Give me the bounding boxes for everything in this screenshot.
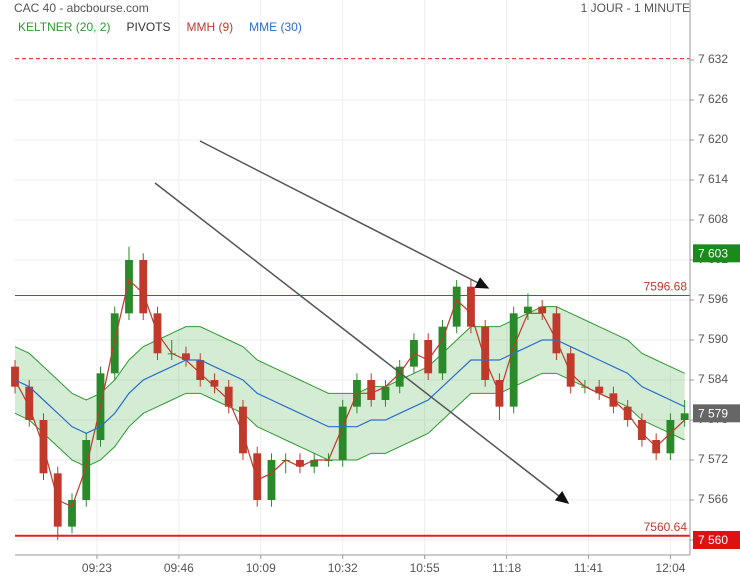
x-tick-label: 10:32: [328, 561, 358, 575]
x-tick-label: 12:04: [655, 561, 685, 575]
candle-body: [481, 326, 490, 380]
candle-body: [125, 260, 133, 314]
price-tag-label: 7 603: [698, 247, 728, 261]
candle-body: [566, 353, 575, 387]
y-tick-label: 7 572: [698, 452, 728, 466]
price-tag: [693, 531, 740, 549]
y-tick-label: 7 584: [698, 372, 728, 386]
y-tick-label: 7 632: [698, 52, 728, 66]
candle-body: [381, 386, 390, 400]
candle-body: [395, 366, 404, 387]
candle-body: [11, 366, 19, 387]
x-tick-label: 11:41: [574, 561, 603, 575]
trend-arrow: [154, 182, 570, 504]
y-tick-label: 7 566: [698, 492, 728, 506]
candle-body: [538, 306, 547, 314]
period-label: 1 JOUR - 1 MINUTE: [581, 1, 690, 15]
candle-body: [438, 326, 447, 374]
price-tag: [693, 244, 740, 263]
candle-body: [452, 286, 461, 327]
candle-body: [666, 420, 675, 454]
candle-body: [509, 313, 518, 407]
y-tick-label: 7 608: [698, 212, 728, 226]
candle-body: [224, 386, 233, 407]
pivot-label: 7596.68: [644, 280, 688, 294]
legend-entry: MMH (9): [187, 20, 234, 34]
candle-body: [239, 406, 247, 454]
candle-body: [637, 420, 646, 440]
candle-body: [595, 386, 604, 394]
candle-body: [68, 500, 76, 527]
candle-body: [267, 460, 276, 500]
candle-body: [367, 380, 376, 400]
chart-title: CAC 40 - abcbourse.com: [14, 1, 149, 15]
x-tick-label: 09:23: [82, 561, 112, 575]
mmh-line: [14, 278, 686, 508]
candle-body: [110, 313, 119, 374]
x-tick-label: 10:55: [410, 561, 440, 575]
legend-entry: PIVOTS: [126, 20, 170, 34]
x-tick-label: 11:18: [492, 561, 521, 575]
candle-body: [196, 360, 205, 380]
x-tick-label: 10:09: [246, 561, 276, 575]
trend-arrow: [199, 140, 490, 289]
candle-body: [253, 453, 262, 500]
legend-entry: KELTNER (20, 2): [18, 20, 110, 34]
legend-entry: MME (30): [249, 20, 302, 34]
candle-body: [82, 440, 91, 500]
mme-line: [14, 339, 685, 434]
candle-body: [524, 306, 532, 314]
candle-body: [552, 313, 561, 354]
keltner-upper: [14, 306, 685, 401]
candle-body: [338, 406, 347, 460]
y-tick-label: 7 620: [698, 132, 728, 146]
candle-body: [467, 286, 475, 327]
candle-body: [210, 380, 219, 387]
candle-body: [296, 460, 304, 467]
candle-body: [310, 460, 319, 467]
price-tag-label: 7 560: [698, 533, 728, 547]
pivot-label: 7560.64: [644, 520, 688, 534]
y-tick-label: 7 626: [698, 92, 728, 106]
y-tick-label: 7 590: [698, 332, 728, 346]
y-tick-label: 7 614: [698, 172, 728, 186]
price-tag-label: 7 579: [698, 407, 728, 421]
y-tick-label: 7 596: [698, 292, 728, 306]
price-tag: [693, 404, 740, 423]
candle-body: [424, 340, 433, 374]
x-tick-label: 09:46: [164, 561, 194, 575]
candle-body: [139, 260, 148, 314]
candle-body: [25, 386, 34, 420]
candle-body: [182, 353, 190, 360]
candle-body: [680, 413, 689, 420]
